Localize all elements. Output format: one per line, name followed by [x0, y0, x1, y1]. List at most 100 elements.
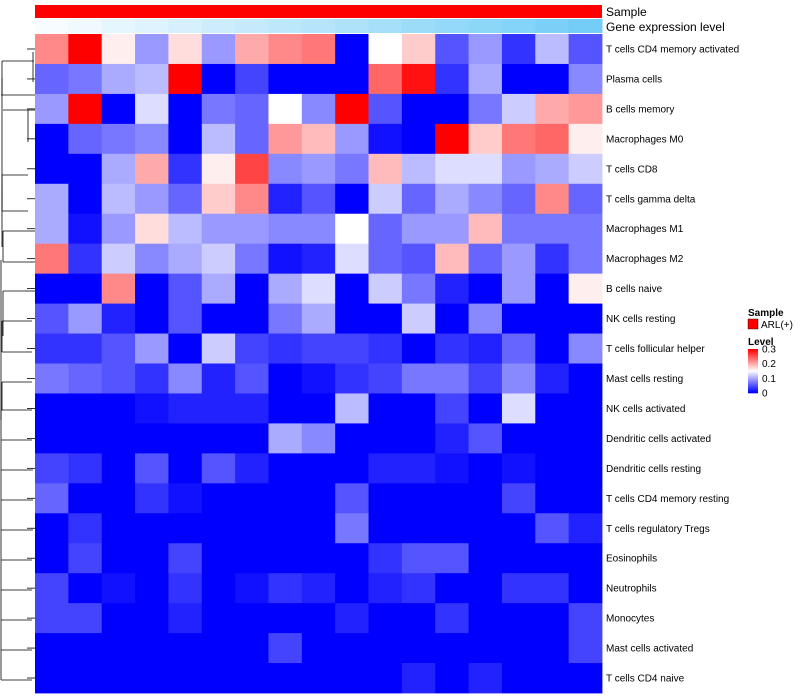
heatmap-cell: [535, 333, 570, 364]
heatmap-cell: [535, 543, 570, 574]
legend-colorbar-step: [748, 389, 758, 391]
heatmap-cell: [35, 543, 69, 574]
heatmap-cell: [135, 303, 169, 334]
heatmap-cell: [401, 213, 436, 245]
heatmap-cell: [501, 423, 536, 454]
heatmap-cell: [35, 423, 69, 454]
heatmap-cell: [35, 303, 69, 334]
heatmap-cell: [401, 93, 436, 125]
row-label: Eosinophils: [606, 554, 657, 565]
heatmap-cell: [168, 213, 203, 245]
row-label: T cells CD4 memory resting: [606, 494, 729, 505]
legend-colorbar-step: [748, 370, 758, 372]
heatmap-cell: [535, 63, 570, 95]
heatmap-cell: [235, 423, 269, 454]
heatmap-cell: [335, 543, 369, 574]
heatmap-cell: [235, 513, 269, 544]
heatmap-cell: [368, 453, 403, 484]
heatmap-cell: [468, 273, 503, 304]
heatmap-cell: [335, 483, 369, 514]
row-labels: T cells CD4 memory activated Plasma cells…: [606, 44, 739, 684]
heatmap-cell: [568, 243, 603, 275]
heatmap-cell: [435, 333, 469, 364]
heatmap-cell: [368, 183, 403, 215]
heatmap-cell: [401, 423, 436, 454]
heatmap-cell: [568, 513, 603, 544]
heatmap-cell: [401, 573, 436, 604]
heatmap-cell: [235, 603, 269, 634]
heatmap-cell: [568, 483, 603, 514]
heatmap-cell: [501, 603, 536, 634]
heatmap-cell: [301, 633, 336, 664]
heatmap-cell: [568, 573, 603, 604]
heatmap-cell: [501, 663, 536, 694]
heatmap-cell: [135, 243, 169, 275]
heatmap-cells: [35, 34, 603, 694]
heatmap-cell: [568, 34, 603, 65]
heatmap-cell: [568, 63, 603, 95]
heatmap-cell: [335, 273, 369, 304]
heatmap-cell: [335, 423, 369, 454]
heatmap-cell: [568, 183, 603, 215]
annotation-label-sample: Sample: [606, 5, 647, 19]
row-label: NK cells activated: [606, 404, 685, 415]
row-label: T cells CD8: [606, 164, 658, 175]
heatmap-cell: [535, 453, 570, 484]
legend-level-tick-label: 0.3: [762, 345, 776, 356]
annotation-expression-cell: [168, 19, 203, 33]
heatmap-cell: [35, 603, 69, 634]
legend-colorbar-step: [748, 382, 758, 384]
heatmap-cell: [368, 93, 403, 125]
heatmap-cell: [468, 303, 503, 334]
heatmap-cell: [401, 483, 436, 514]
heatmap-cell: [335, 213, 369, 245]
heatmap-cell: [268, 333, 303, 364]
heatmap-cell: [368, 633, 403, 664]
heatmap-cell: [201, 93, 236, 125]
annotation-expression-cell: [401, 19, 436, 33]
row-label: Macrophages M0: [606, 134, 684, 145]
heatmap-cell: [535, 273, 570, 304]
heatmap-cell: [168, 663, 203, 694]
heatmap-cell: [301, 603, 336, 634]
heatmap-cell: [168, 93, 203, 125]
heatmap-cell: [468, 363, 503, 394]
heatmap-cell: [135, 213, 169, 245]
heatmap-cell: [501, 483, 536, 514]
heatmap-cell: [268, 63, 303, 95]
heatmap-cell: [168, 243, 203, 275]
heatmap-cell: [301, 453, 336, 484]
heatmap-cell: [468, 34, 503, 65]
annotation-expression-cell: [368, 19, 403, 33]
legend-colorbar-step: [748, 350, 758, 352]
heatmap-cell: [468, 123, 503, 155]
heatmap-cell: [235, 453, 269, 484]
heatmap-cell: [135, 513, 169, 544]
heatmap-cell: [501, 153, 536, 185]
heatmap-cell: [101, 633, 136, 664]
heatmap-cell: [568, 453, 603, 484]
heatmap-cell: [468, 483, 503, 514]
heatmap-cell: [268, 513, 303, 544]
heatmap-cell: [435, 483, 469, 514]
heatmap-cell: [268, 543, 303, 574]
row-label: Macrophages M2: [606, 254, 684, 265]
legend-colorbar-step: [748, 365, 758, 367]
heatmap-cell: [401, 63, 436, 95]
heatmap-cell: [501, 213, 536, 245]
heatmap-cell: [335, 243, 369, 275]
row-label: Plasma cells: [606, 74, 662, 85]
heatmap-cell: [135, 183, 169, 215]
heatmap-cell: [435, 453, 469, 484]
heatmap-cell: [435, 63, 469, 95]
legend-colorbar-step: [748, 363, 758, 365]
annotation-expression-cell: [335, 19, 370, 33]
heatmap-cell: [68, 213, 103, 245]
heatmap-cell: [468, 393, 503, 424]
row-label: Neutrophils: [606, 584, 657, 595]
heatmap-cell: [301, 423, 336, 454]
heatmap-cell: [501, 333, 536, 364]
heatmap-cell: [201, 543, 236, 574]
heatmap-cell: [335, 393, 369, 424]
heatmap-cell: [101, 273, 136, 304]
